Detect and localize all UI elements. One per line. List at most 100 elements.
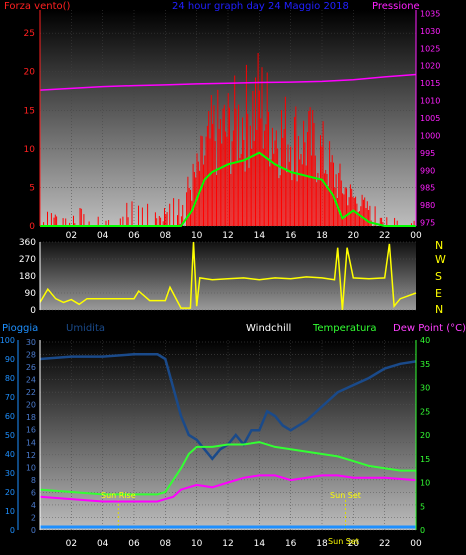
wind-mean-line [40, 151, 416, 227]
wind-direction-plot-area [40, 242, 416, 310]
p3-rain-tick-label: 20 [5, 488, 15, 497]
wind-direction-line [39, 241, 417, 311]
temperature-axes: 0510152025303540010203040506070809010002… [0, 336, 430, 549]
dewpoint-line [39, 474, 417, 503]
humidity-axis-title: Umidita [66, 323, 105, 334]
temperature-legend: Temperatura [312, 323, 377, 334]
p1-y-left-tick-label: 20 [24, 68, 36, 78]
pressure-line [39, 73, 417, 91]
sunrise-label: Sun Rise [101, 491, 136, 500]
p2-y-tick-label: 360 [19, 238, 36, 248]
sunset-label-bottom: Sun Set [328, 537, 359, 546]
p3-humidity-tick-label: 14 [26, 438, 36, 447]
p3-x-tick-label: 14 [254, 539, 266, 549]
p1-x-tick-label: 22 [379, 231, 390, 241]
temperature-plot-area [40, 340, 416, 530]
p2-y-tick-label: 0 [30, 306, 36, 316]
windchill-legend: Windchill [246, 323, 291, 334]
p3-humidity-tick-label: 30 [26, 338, 36, 347]
p3-x-tick-label: 18 [316, 539, 328, 549]
p3-rain-tick-label: 40 [5, 450, 15, 459]
p3-humidity-tick-label: 12 [26, 451, 36, 460]
p3-y-right-tick-label: 25 [420, 407, 430, 416]
p3-humidity-tick-label: 8 [31, 476, 36, 485]
p3-x-tick-label: 16 [285, 539, 297, 549]
rain-axis-title: Pioggia [2, 323, 38, 334]
p3-humidity-tick-label: 20 [26, 401, 36, 410]
p3-humidity-tick-label: 6 [31, 488, 36, 497]
p1-y-right-tick-label: 1025 [420, 44, 440, 53]
dir-letter-e: E [435, 287, 442, 300]
p3-x-tick-label: 00 [410, 539, 422, 549]
p1-x-tick-label: 12 [222, 231, 233, 241]
p1-y-right-tick-label: 1015 [420, 79, 440, 88]
p2-y-tick-label: 270 [19, 255, 36, 265]
wind-direction-axes: 0 90 180 270 360 [19, 238, 41, 316]
p1-y-left-tick-label: 5 [29, 183, 35, 193]
p3-y-right-tick-label: 10 [420, 479, 430, 488]
p1-y-right-tick-label: 1020 [420, 62, 440, 71]
p3-humidity-tick-label: 28 [26, 351, 36, 360]
p3-x-tick-label: 10 [191, 539, 203, 549]
p1-x-tick-label: 16 [285, 231, 297, 241]
wind-pressure-grid [40, 10, 417, 227]
p1-x-tick-label: 10 [191, 231, 203, 241]
temperature-series [39, 353, 417, 529]
p3-humidity-tick-label: 4 [31, 501, 36, 510]
p1-y-right-tick-label: 995 [420, 149, 435, 158]
p1-x-tick-label: 18 [316, 231, 328, 241]
p3-rain-tick-label: 90 [5, 355, 15, 364]
p3-humidity-tick-label: 10 [26, 463, 36, 472]
p3-x-tick-label: 02 [66, 539, 77, 549]
p1-y-right-tick-label: 1000 [420, 131, 440, 140]
dir-letter-n-bottom: N [435, 303, 443, 316]
p3-y-right-tick-label: 0 [420, 526, 425, 535]
wind-axis-title: Forza vento() [4, 1, 71, 12]
p1-x-tick-label: 20 [348, 231, 360, 241]
p3-humidity-tick-label: 2 [31, 513, 36, 522]
p3-humidity-tick-label: 0 [31, 526, 36, 535]
p1-y-right-tick-label: 985 [420, 184, 435, 193]
p1-x-tick-label: 00 [410, 231, 422, 241]
p2-y-tick-label: 90 [25, 289, 37, 299]
p3-y-right-tick-label: 5 [420, 502, 425, 511]
dir-letter-s: S [435, 270, 442, 283]
wind-direction-series [39, 241, 417, 311]
p3-rain-tick-label: 10 [5, 507, 15, 516]
p1-y-left-tick-label: 10 [24, 145, 36, 155]
p3-y-right-tick-label: 30 [420, 384, 430, 393]
temperature-grid [40, 340, 417, 531]
p3-rain-tick-label: 60 [5, 412, 15, 421]
p1-x-tick-label: 06 [128, 231, 140, 241]
wind-pressure-series [39, 52, 417, 227]
p1-y-right-tick-label: 1035 [420, 9, 440, 18]
p3-rain-tick-label: 100 [0, 336, 15, 345]
dir-letter-w: W [435, 253, 446, 266]
temperature-line [39, 441, 416, 496]
p1-y-right-tick-label: 990 [420, 166, 435, 175]
p3-rain-tick-label: 0 [10, 526, 15, 535]
p3-x-tick-label: 08 [160, 539, 172, 549]
dir-letter-n-top: N [435, 239, 443, 252]
p3-humidity-tick-label: 16 [26, 426, 36, 435]
p3-humidity-tick-label: 18 [26, 413, 36, 422]
p3-humidity-tick-label: 24 [26, 376, 36, 385]
wind-pressure-axes: 02 04 06 08 10 12 14 16 18 20 22 000510152025975980… [24, 9, 441, 241]
p1-y-right-tick-label: 1005 [420, 114, 440, 123]
humidity-line [39, 353, 417, 461]
p1-x-tick-label: 04 [97, 231, 109, 241]
p3-humidity-tick-label: 22 [26, 388, 36, 397]
p3-x-tick-label: 12 [222, 539, 233, 549]
pressure-axis-title: Pressione [372, 1, 420, 12]
p1-x-tick-label: 02 [66, 231, 77, 241]
p3-rain-tick-label: 30 [5, 469, 15, 478]
p3-y-right-tick-label: 20 [420, 431, 430, 440]
p1-y-right-tick-label: 1030 [420, 27, 440, 36]
p3-x-tick-label: 22 [379, 539, 390, 549]
p3-rain-tick-label: 70 [5, 393, 15, 402]
p3-y-right-tick-label: 15 [420, 455, 430, 464]
p3-humidity-tick-label: 26 [26, 363, 36, 372]
p3-x-tick-label: 06 [128, 539, 140, 549]
p1-y-left-tick-label: 15 [24, 106, 35, 116]
